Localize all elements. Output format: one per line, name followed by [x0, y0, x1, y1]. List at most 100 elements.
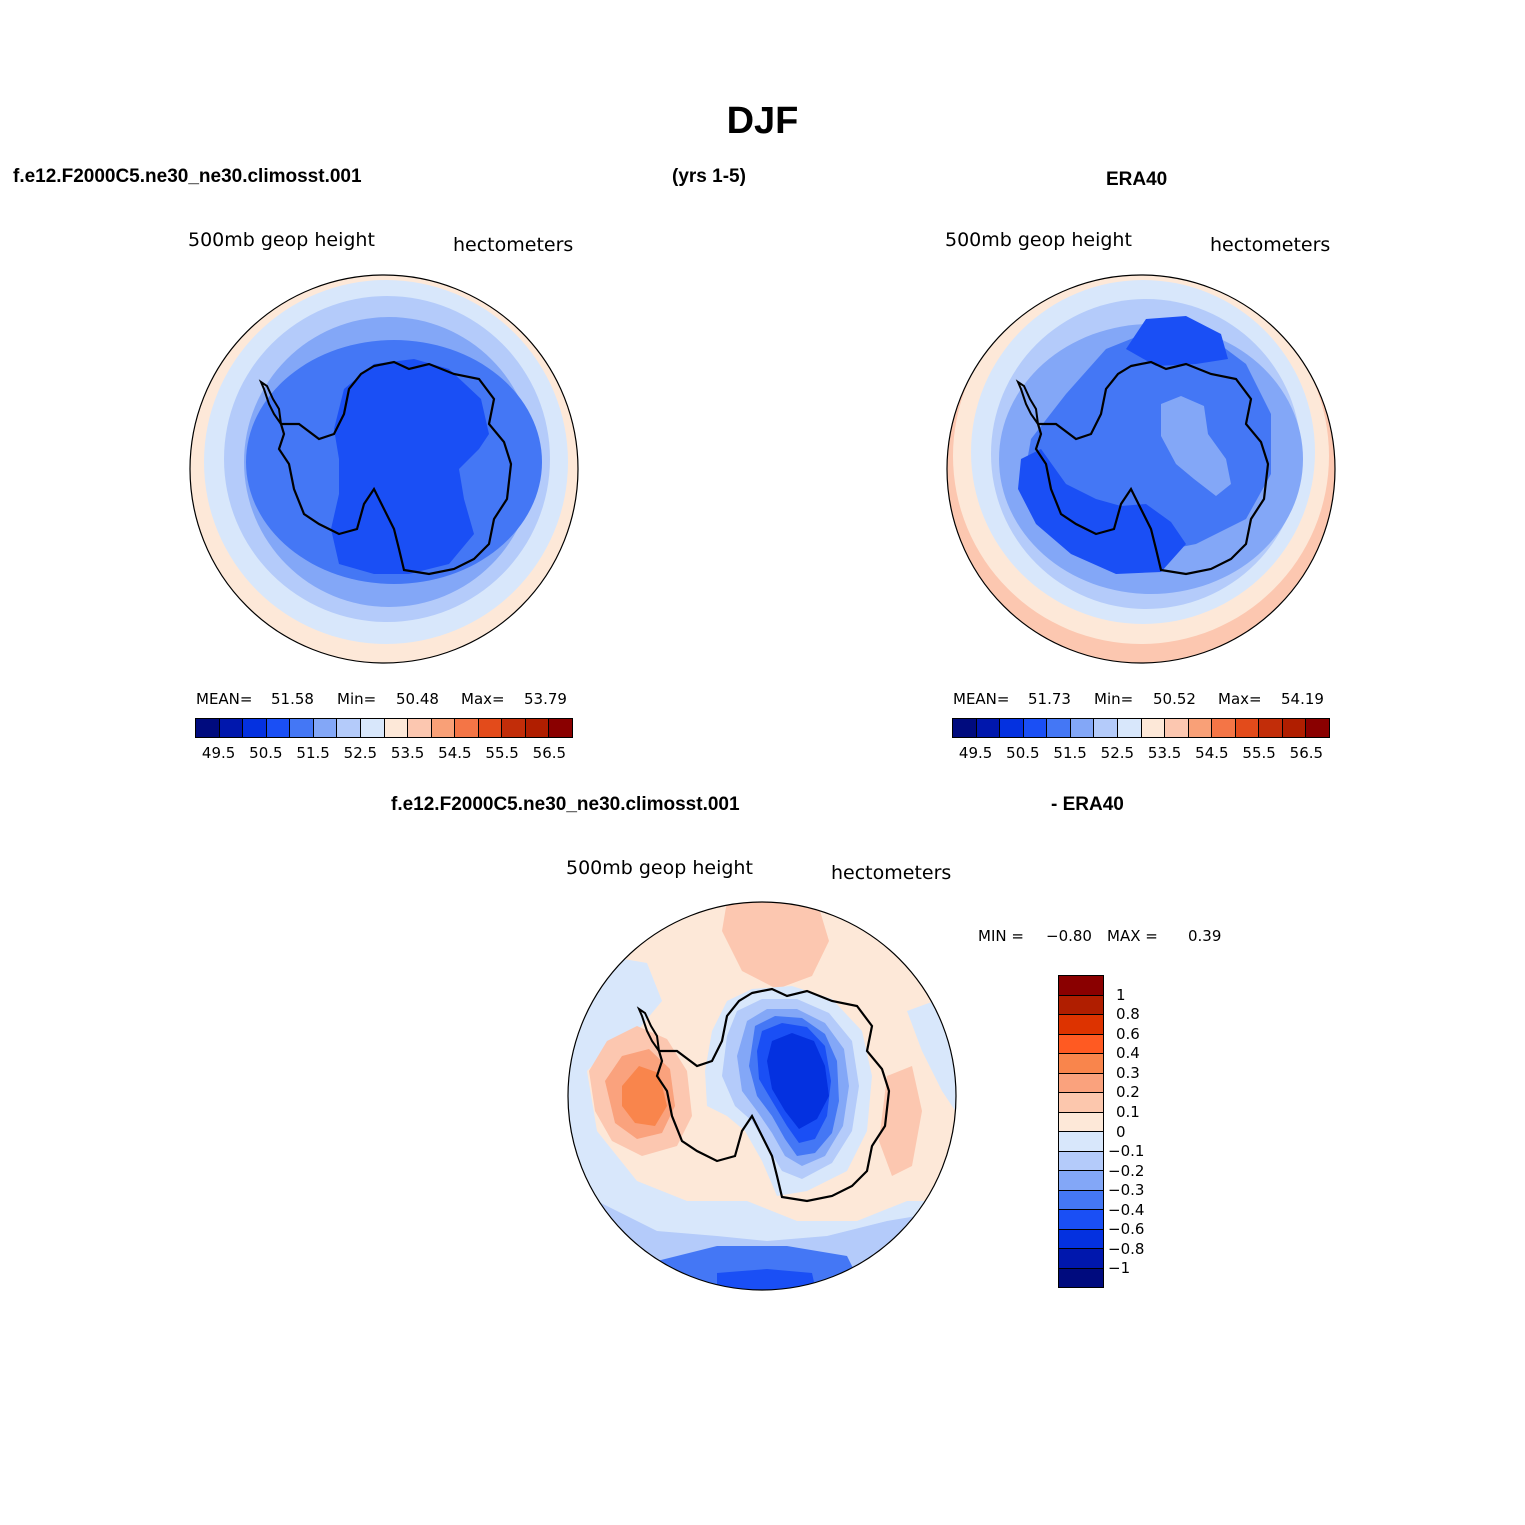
diff-max-value: 0.39	[1188, 927, 1222, 945]
obs-colorbar-swatch	[1188, 719, 1213, 737]
obs-mean-value: 51.73	[1028, 690, 1071, 708]
diff-colorbar-tick-label: 1	[1116, 985, 1126, 1004]
obs-colorbar-tick-label: 55.5	[1242, 744, 1276, 762]
model-colorbar-swatch	[266, 719, 291, 737]
obs-colorbar-tick-label: 53.5	[1147, 744, 1182, 762]
obs-colorbar-swatch	[976, 719, 1001, 737]
obs-max-label: Max=	[1218, 690, 1262, 708]
obs-contour-50-5-lowB	[1018, 449, 1186, 574]
diff-polar-map	[567, 901, 957, 1291]
obs-colorbar-swatch	[1306, 719, 1329, 737]
diff-min-label: MIN =	[978, 927, 1024, 945]
model-colorbar-swatch	[290, 719, 314, 737]
diff-colorbar-swatch	[1059, 1015, 1103, 1035]
diff-colorbar-swatch	[1059, 1034, 1103, 1054]
diff-colorbar-swatch	[1059, 995, 1103, 1015]
model-mean-label: MEAN=	[196, 690, 253, 708]
diff-colorbar-swatch	[1059, 1073, 1103, 1093]
diff-colorbar-tick-label: −0.6	[1108, 1220, 1145, 1239]
diff-colorbar-tick-label: 0.8	[1116, 1005, 1140, 1024]
reference-header: ERA40	[1106, 169, 1168, 190]
diff-max-label: MAX =	[1107, 927, 1158, 945]
model-colorbar-swatch	[478, 719, 503, 737]
obs-variable-label: 500mb geop height	[945, 229, 1132, 251]
diff-colorbar-swatch	[1059, 976, 1103, 996]
model-polar-map	[189, 274, 579, 664]
model-colorbar-swatch	[525, 719, 550, 737]
diff-units-label: hectometers	[831, 862, 952, 884]
diff-pos-north	[722, 902, 829, 989]
obs-colorbar-tick-label: 56.5	[1289, 744, 1324, 762]
diff-colorbar-swatch	[1059, 1229, 1103, 1249]
case-name-header: f.e12.F2000C5.ne30_ne30.climosst.001	[13, 166, 362, 187]
diff-colorbar-swatch	[1059, 1268, 1103, 1287]
obs-colorbar-tick-label: 50.5	[1006, 744, 1040, 762]
model-colorbar-swatch	[243, 719, 267, 737]
model-colorbar-tick-label: 56.5	[532, 744, 567, 762]
model-colorbar-swatch	[196, 719, 220, 737]
model-colorbar-swatch	[219, 719, 244, 737]
model-variable-label: 500mb geop height	[188, 229, 375, 251]
model-min-label: Min=	[337, 690, 377, 708]
diff-colorbar-tick-label: 0.3	[1116, 1063, 1140, 1082]
diff-title-right: - ERA40	[1051, 794, 1124, 815]
model-colorbar-swatch	[313, 719, 338, 737]
model-colorbar-tick-label: 55.5	[485, 744, 519, 762]
obs-colorbar-swatch	[1141, 719, 1166, 737]
diff-colorbar-swatch	[1059, 1054, 1103, 1074]
diff-colorbar-swatch	[1059, 1171, 1103, 1191]
obs-colorbar-tick-label: 52.5	[1100, 744, 1135, 762]
obs-max-value: 54.19	[1281, 690, 1324, 708]
model-colorbar-tick-label: 53.5	[390, 744, 425, 762]
model-colorbar-tick-label: 51.5	[296, 744, 330, 762]
model-contour-51	[331, 359, 489, 574]
obs-colorbar-swatch	[1117, 719, 1142, 737]
diff-min-value: −0.80	[1046, 927, 1092, 945]
obs-contour-50-5-lowA	[1126, 316, 1228, 366]
obs-colorbar-tick-label: 51.5	[1053, 744, 1087, 762]
model-mean-value: 51.58	[271, 690, 314, 708]
diff-colorbar-tick-label: −0.8	[1108, 1239, 1145, 1258]
obs-colorbar-swatch	[1235, 719, 1260, 737]
obs-colorbar-swatch	[1094, 719, 1118, 737]
obs-colorbar-swatch	[1023, 719, 1048, 737]
diff-colorbar-tick-label: −0.3	[1108, 1181, 1145, 1200]
obs-colorbar-swatch	[1212, 719, 1236, 737]
obs-colorbar-swatch	[1282, 719, 1307, 737]
diff-colorbar-tick-label: 0.6	[1116, 1024, 1140, 1043]
obs-units-label: hectometers	[1210, 234, 1331, 256]
model-colorbar-tick-label: 50.5	[249, 744, 283, 762]
diff-colorbar-swatch	[1059, 1210, 1103, 1230]
model-colorbar-tick-label: 52.5	[343, 744, 378, 762]
model-colorbar-tick-label: 49.5	[201, 744, 236, 762]
diff-colorbar	[1058, 975, 1104, 1288]
model-colorbar-swatch	[384, 719, 409, 737]
obs-colorbar-swatch	[1000, 719, 1024, 737]
obs-polar-map	[946, 274, 1336, 664]
diff-colorbar-tick-label: −0.2	[1108, 1161, 1145, 1180]
diff-title-left: f.e12.F2000C5.ne30_ne30.climosst.001	[391, 794, 740, 815]
model-min-value: 50.48	[396, 690, 439, 708]
diff-colorbar-tick-label: −0.4	[1108, 1200, 1145, 1219]
model-colorbar-swatch	[549, 719, 572, 737]
model-colorbar	[195, 718, 573, 738]
diff-colorbar-swatch	[1059, 1112, 1103, 1132]
diff-pos-west-core	[622, 1066, 667, 1126]
obs-mean-label: MEAN=	[953, 690, 1010, 708]
model-colorbar-swatch	[431, 719, 456, 737]
diff-colorbar-tick-label: 0.1	[1116, 1102, 1140, 1121]
diff-neg-south-core2	[717, 1269, 817, 1290]
obs-colorbar-swatch	[1165, 719, 1189, 737]
obs-colorbar-swatch	[1259, 719, 1283, 737]
diff-colorbar-tick-label: 0.2	[1116, 1083, 1140, 1102]
obs-colorbar-tick-label: 54.5	[1195, 744, 1229, 762]
diff-colorbar-tick-label: −1	[1108, 1259, 1131, 1278]
obs-colorbar	[952, 718, 1330, 738]
model-colorbar-tick-label: 54.5	[438, 744, 472, 762]
diff-variable-label: 500mb geop height	[566, 857, 753, 879]
model-colorbar-swatch	[337, 719, 361, 737]
diff-colorbar-swatch	[1059, 1151, 1103, 1171]
obs-colorbar-swatch	[1070, 719, 1095, 737]
diff-colorbar-tick-label: −0.1	[1108, 1142, 1145, 1161]
diff-neg-band-west	[568, 956, 956, 1290]
